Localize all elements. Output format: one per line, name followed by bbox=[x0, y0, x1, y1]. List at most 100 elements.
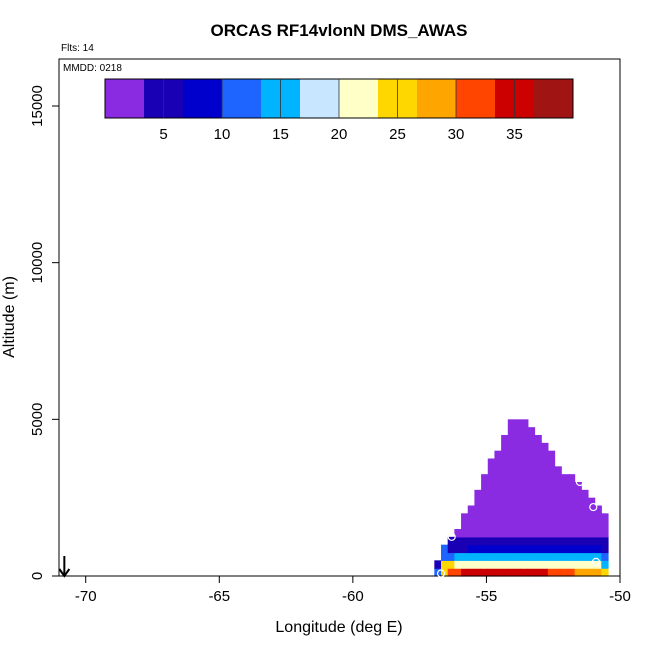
heatmap-cell bbox=[487, 536, 496, 546]
heatmap-cell bbox=[527, 435, 536, 444]
heatmap-cell bbox=[561, 513, 569, 522]
heatmap-cell bbox=[554, 497, 562, 507]
heatmap-cell bbox=[494, 529, 502, 538]
y-tick-label: 15000 bbox=[29, 85, 46, 127]
heatmap-cell bbox=[501, 521, 509, 530]
heatmap-cell bbox=[601, 560, 609, 569]
heatmap-cell bbox=[574, 536, 582, 546]
colorbar-tick-label: 20 bbox=[331, 126, 348, 143]
colorbar-segment bbox=[222, 79, 262, 118]
heatmap-cell bbox=[547, 466, 556, 475]
heatmap-cell bbox=[541, 442, 549, 452]
heatmap-cell bbox=[494, 482, 502, 491]
sample-point bbox=[575, 477, 585, 487]
heatmap-cell bbox=[514, 482, 522, 491]
heatmap-cell bbox=[581, 560, 589, 569]
heatmap-cell bbox=[494, 560, 502, 569]
heatmap-cell bbox=[474, 489, 482, 499]
heatmap-cell bbox=[487, 497, 496, 507]
heatmap-cell bbox=[514, 513, 522, 522]
heatmap-cell bbox=[561, 529, 569, 538]
heatmap-cell bbox=[527, 450, 536, 460]
heatmap-cell bbox=[574, 568, 582, 577]
heatmap-cell bbox=[587, 536, 596, 546]
heatmap-cell bbox=[507, 427, 516, 436]
x-tick-label: -65 bbox=[208, 588, 230, 605]
arrow-marker bbox=[58, 556, 71, 578]
heatmap-cell bbox=[481, 536, 489, 546]
heatmap-cell bbox=[594, 529, 602, 538]
heatmap-cell bbox=[594, 505, 602, 514]
heatmap-cell bbox=[514, 529, 522, 538]
heatmap-cell bbox=[574, 529, 582, 538]
heatmap-cell bbox=[487, 552, 496, 561]
heatmap-cell bbox=[487, 529, 496, 538]
heatmap-cell bbox=[547, 474, 556, 483]
heatmap-cell bbox=[507, 497, 516, 507]
heatmap-cell bbox=[467, 521, 476, 530]
heatmap-cell bbox=[547, 521, 556, 530]
heatmap-cell bbox=[521, 450, 529, 460]
heatmap-cell bbox=[521, 489, 529, 499]
heatmap-cell bbox=[547, 544, 556, 554]
heatmap-cell bbox=[561, 489, 569, 499]
heatmap-cell bbox=[454, 568, 462, 577]
heatmap-cell bbox=[501, 489, 509, 499]
heatmap-cell bbox=[494, 536, 502, 546]
heatmap-cell bbox=[494, 458, 502, 467]
heatmap-cell bbox=[467, 505, 476, 514]
colorbar-segment bbox=[417, 79, 457, 118]
colorbar-tick-label: 15 bbox=[272, 126, 289, 143]
heatmap-cells bbox=[434, 419, 609, 577]
heatmap-cell bbox=[474, 536, 482, 546]
heatmap-cell bbox=[507, 521, 516, 530]
heatmap-cell bbox=[581, 568, 589, 577]
heatmap-cell bbox=[447, 544, 455, 554]
heatmap-cell bbox=[534, 529, 542, 538]
heatmap-cell bbox=[514, 442, 522, 452]
heatmap-cell bbox=[541, 536, 549, 546]
heatmap-cell bbox=[521, 419, 529, 428]
heatmap-cell bbox=[481, 513, 489, 522]
heatmap-cell bbox=[527, 489, 536, 499]
heatmap-cell bbox=[501, 529, 509, 538]
sample-point bbox=[447, 532, 456, 541]
heatmap-cell bbox=[601, 544, 609, 554]
heatmap-cell bbox=[541, 513, 549, 522]
heatmap-cell bbox=[554, 544, 562, 554]
heatmap-cell bbox=[534, 466, 542, 475]
heatmap-cell bbox=[527, 497, 536, 507]
heatmap-cell bbox=[467, 513, 476, 522]
x-tick-label: -60 bbox=[342, 588, 364, 605]
heatmap-cell bbox=[507, 458, 516, 467]
heatmap-cell bbox=[454, 552, 462, 561]
heatmap-cell bbox=[501, 435, 509, 444]
heatmap-cell bbox=[594, 568, 602, 577]
heatmap-cell bbox=[521, 458, 529, 467]
heatmap-cell bbox=[474, 568, 482, 577]
heatmap-cell bbox=[541, 505, 549, 514]
heatmap-cell bbox=[487, 568, 496, 577]
heatmap-cell bbox=[581, 513, 589, 522]
heatmap-cell bbox=[481, 560, 489, 569]
colorbar: 5 10 15 20 25 30 35 bbox=[104, 78, 574, 143]
heatmap-cell bbox=[547, 529, 556, 538]
heatmap-cell bbox=[527, 442, 536, 452]
heatmap-cell bbox=[567, 489, 576, 499]
heatmap-cell bbox=[567, 544, 576, 554]
heatmap-cell bbox=[541, 544, 549, 554]
heatmap-cell bbox=[501, 505, 509, 514]
heatmap-cell bbox=[534, 552, 542, 561]
heatmap-cell bbox=[554, 489, 562, 499]
heatmap-cell bbox=[534, 536, 542, 546]
heatmap-cell bbox=[474, 560, 482, 569]
heatmap-cell bbox=[474, 544, 482, 554]
heatmap-cell bbox=[521, 427, 529, 436]
heatmap-cell bbox=[441, 544, 449, 554]
sample-point bbox=[487, 421, 496, 430]
heatmap-cell bbox=[547, 513, 556, 522]
heatmap-cell bbox=[454, 536, 462, 546]
y-tick-label: 5000 bbox=[29, 403, 46, 436]
heatmap-cell bbox=[574, 505, 582, 514]
heatmap-cell bbox=[567, 505, 576, 514]
